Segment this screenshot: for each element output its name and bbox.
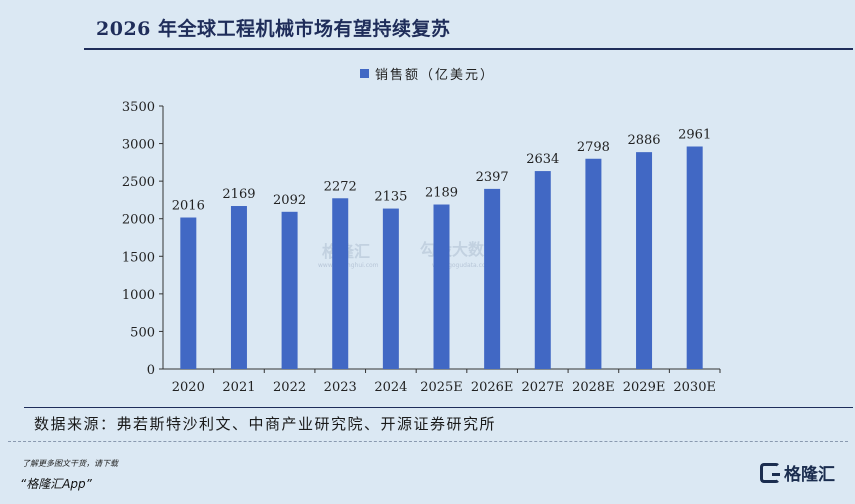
bar [686,146,703,369]
bar-chart: 0 500 1000 1500 2000 2500 3000 3500 2016 2020 2169… [122,100,721,395]
y-tick-label: 0 [147,363,155,378]
x-tick-label: 2023 [324,380,357,395]
data-label: 2169 [222,187,255,202]
bar [382,208,399,369]
y-tick-label: 3500 [122,100,155,115]
data-label: 2798 [577,140,610,155]
data-label: 2016 [172,199,205,214]
promo-text: 了解更多图文干货，请下载 [22,459,118,468]
data-label: 2634 [526,152,559,167]
bar [230,206,247,369]
bar [281,211,298,369]
data-label: 2135 [374,190,407,205]
x-tick-label: 2024 [374,380,407,395]
brand-logo: 格隆汇 [760,460,835,485]
chart-legend: 销售额（亿美元） [360,64,495,83]
bar [180,217,197,369]
y-tick-label: 1500 [122,250,155,265]
bar [585,158,602,369]
x-tick-label: 2022 [273,380,306,395]
data-label: 2272 [324,179,357,194]
chart-title: 2026 年全球工程机械市场有望持续复苏 [96,18,451,40]
y-tick-label: 2000 [122,213,155,228]
x-tick-label: 2027E [521,380,564,395]
watermark-left-url: www.gelonghui.com [318,262,379,269]
x-tick-label: 2028E [572,380,615,395]
data-label: 2397 [476,170,509,185]
brand-name: 格隆汇 [784,465,835,485]
y-tick-label: 500 [130,325,155,340]
data-label: 2189 [425,186,458,201]
promo-app-name: “格隆汇App” [20,477,92,491]
bar [636,152,653,369]
bar [332,198,349,369]
x-tick-label: 2026E [471,380,514,395]
y-tick-label: 1000 [122,288,155,303]
x-tick-label: 2025E [420,380,463,395]
y-tick-label: 2500 [122,175,155,190]
x-tick-label: 2021 [222,380,255,395]
x-tick-label: 2030E [673,380,716,395]
dashed-divider [8,441,848,442]
data-source: 数据来源：弗若斯特沙利文、中商产业研究院、开源证券研究所 [34,415,497,433]
title-divider [84,48,853,50]
x-tick-label: 2020 [172,380,205,395]
legend-label: 销售额（亿美元） [375,68,496,83]
bar [534,171,551,369]
logo-icon [760,462,780,483]
bar [433,204,450,369]
data-label: 2886 [627,133,660,148]
data-label: 2092 [273,193,306,208]
legend-swatch [360,69,369,78]
source-divider [24,407,853,408]
data-label: 2961 [678,128,711,143]
bar [484,188,501,369]
x-tick-label: 2029E [623,380,666,395]
watermark-right-url: www.gogudata.com [432,262,492,269]
y-tick-label: 3000 [122,138,155,153]
